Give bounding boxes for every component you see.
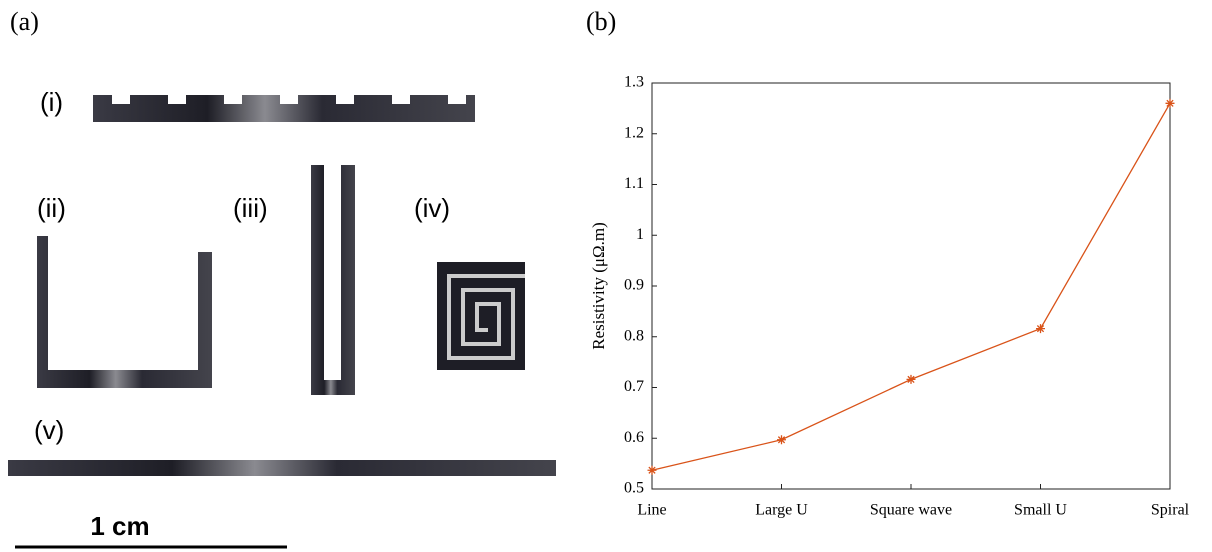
x-tick-label: Large U xyxy=(755,502,808,519)
x-tick-label: Small U xyxy=(1014,502,1067,519)
figure: (a) (b) (i) (ii) (iii) (iv) (v) 1 cm Res… xyxy=(0,0,1212,552)
sample-square-wave xyxy=(93,95,475,122)
x-tick-label: Line xyxy=(637,502,666,519)
y-tick-label: 1.1 xyxy=(624,175,644,192)
sample-large-u xyxy=(37,236,212,388)
data-marker xyxy=(1036,324,1045,333)
data-marker xyxy=(648,466,657,475)
sample-label: (ii) xyxy=(37,193,66,223)
sample-label: (iii) xyxy=(233,193,268,223)
data-marker xyxy=(777,435,786,444)
y-tick-label: 1 xyxy=(636,226,644,243)
y-tick-label: 0.7 xyxy=(624,378,644,395)
data-marker xyxy=(1166,99,1175,108)
y-tick-label: 1.2 xyxy=(624,124,644,141)
y-tick-label: 0.5 xyxy=(624,480,644,497)
sample-small-u xyxy=(311,165,355,395)
sample-line xyxy=(8,460,556,476)
y-tick-label: 0.6 xyxy=(624,429,644,446)
scale-label: 1 cm xyxy=(90,511,149,541)
plot-frame xyxy=(652,83,1170,489)
sample-label: (iv) xyxy=(414,193,450,223)
sample-label: (i) xyxy=(40,87,63,117)
panel-label: (b) xyxy=(586,7,616,36)
x-tick-label: Spiral xyxy=(1151,502,1190,519)
data-marker xyxy=(907,375,916,384)
y-tick-label: 1.3 xyxy=(624,74,644,91)
panel-label: (a) xyxy=(10,7,39,36)
sample-label: (v) xyxy=(34,415,64,445)
y-axis-label: Resistivity (μΩ.m) xyxy=(589,222,608,350)
data-line xyxy=(652,103,1170,470)
y-tick-label: 0.8 xyxy=(624,327,644,344)
x-tick-label: Square wave xyxy=(870,502,952,519)
y-tick-label: 0.9 xyxy=(624,277,644,294)
